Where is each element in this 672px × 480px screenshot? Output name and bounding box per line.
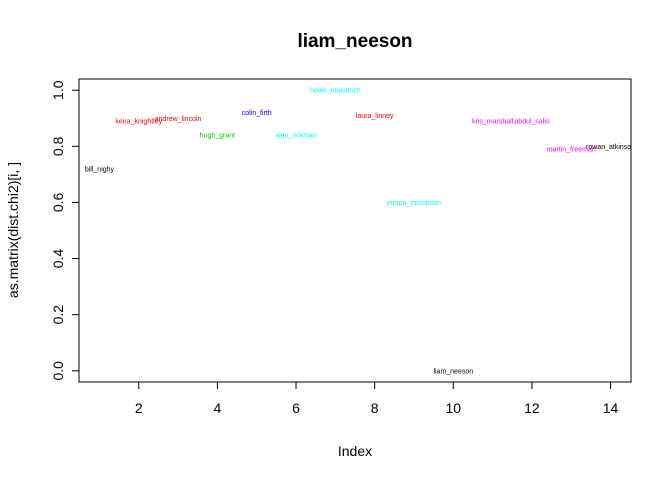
x-tick-label: 4 xyxy=(213,400,221,416)
point-label-andrew-lincoln: andrew_lincoln xyxy=(155,116,202,123)
y-tick-label: 0.6 xyxy=(50,193,66,213)
point-label-abdul-salis: abdul_salis xyxy=(514,119,550,126)
point-label-colin-firth: colin_firth xyxy=(242,110,272,117)
x-axis-label: Index xyxy=(338,443,372,459)
point-label-heike-makatsch: heike_makatsch xyxy=(310,88,361,95)
chart-title: liam_neeson xyxy=(297,31,412,52)
point-label-rowan-atkinson: rowan_atkinson xyxy=(586,144,635,151)
y-tick-label: 0.2 xyxy=(50,305,66,325)
y-tick-label: 0.0 xyxy=(50,361,66,381)
y-axis-label: as.matrix(dist.chi2)[i, ] xyxy=(5,162,21,298)
x-tick-label: 2 xyxy=(135,400,143,416)
x-axis: 2 4 6 8 10 12 14 xyxy=(135,381,619,416)
y-axis: 0.0 0.2 0.4 0.6 0.8 1.0 xyxy=(50,80,80,381)
point-labels: bill_nighykeira_knightleyandrew_lincolnh… xyxy=(85,88,635,376)
x-tick-label: 12 xyxy=(524,400,540,416)
point-label-bill-nighy: bill_nighy xyxy=(85,166,115,173)
point-label-keira-knightley: keira_knightley xyxy=(115,119,162,126)
x-tick-label: 8 xyxy=(371,400,379,416)
point-label-kris-marshall: kris_marshall xyxy=(472,119,514,126)
y-tick-label: 0.4 xyxy=(50,249,66,269)
point-label-hugh-grant: hugh_grant xyxy=(200,133,235,140)
x-tick-label: 6 xyxy=(292,400,300,416)
point-label-emma-thompson: emma_thompson xyxy=(387,200,441,207)
x-tick-label: 14 xyxy=(603,400,619,416)
point-label-alan-rickman: alan_rickman xyxy=(275,133,317,140)
y-tick-label: 1.0 xyxy=(50,80,66,100)
point-label-laura-linney: laura_linney xyxy=(356,113,394,120)
x-tick-label: 10 xyxy=(446,400,462,416)
point-label-liam-neeson: liam_neeson xyxy=(433,368,473,375)
point-label-martin-freeman: martin_freeman xyxy=(547,147,596,154)
y-tick-label: 0.8 xyxy=(50,136,66,156)
